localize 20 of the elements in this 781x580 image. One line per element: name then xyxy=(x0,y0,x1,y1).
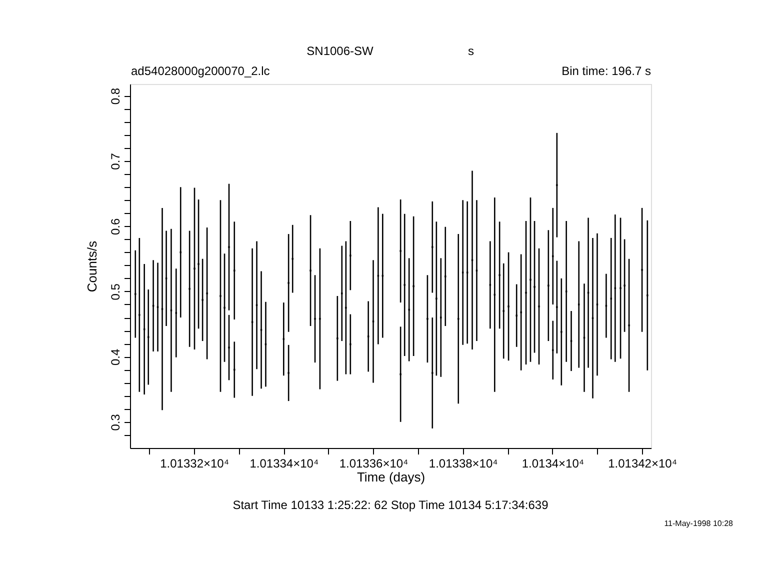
x-tick-label: 1.0134×10⁴ xyxy=(522,456,584,470)
x-tick-label: 1.01342×10⁴ xyxy=(608,456,677,470)
x-tick-label: 1.01336×10⁴ xyxy=(339,456,408,470)
y-axis-title: Counts/s xyxy=(84,240,100,292)
y-tick-label: 0.7 xyxy=(108,152,122,170)
text: Bin time: 196.7 s xyxy=(562,64,651,78)
y-tick-label: 0.6 xyxy=(108,218,122,236)
y-tick-label: 0.8 xyxy=(108,88,122,105)
text: s xyxy=(468,44,474,58)
chart-title: SN1006-SW xyxy=(306,44,374,58)
y-tick-label: 0.3 xyxy=(108,414,122,431)
y-tick-label: 0.5 xyxy=(108,283,122,300)
text: Start Time 10133 1:25:22: 62 Stop Time 10134 5:17:34:639 xyxy=(232,498,549,512)
x-tick-label: 1.01332×10⁴ xyxy=(160,456,230,470)
text: ad54028000g200070_2.lc xyxy=(131,64,270,78)
x-axis-title: Time (days) xyxy=(356,470,426,484)
x-tick-label: 1.01334×10⁴ xyxy=(250,456,319,470)
x-tick-label: 1.01338×10⁴ xyxy=(428,456,498,470)
y-tick-label: 0.4 xyxy=(108,348,122,366)
text: 11-May-1998 10:28 xyxy=(664,519,734,528)
